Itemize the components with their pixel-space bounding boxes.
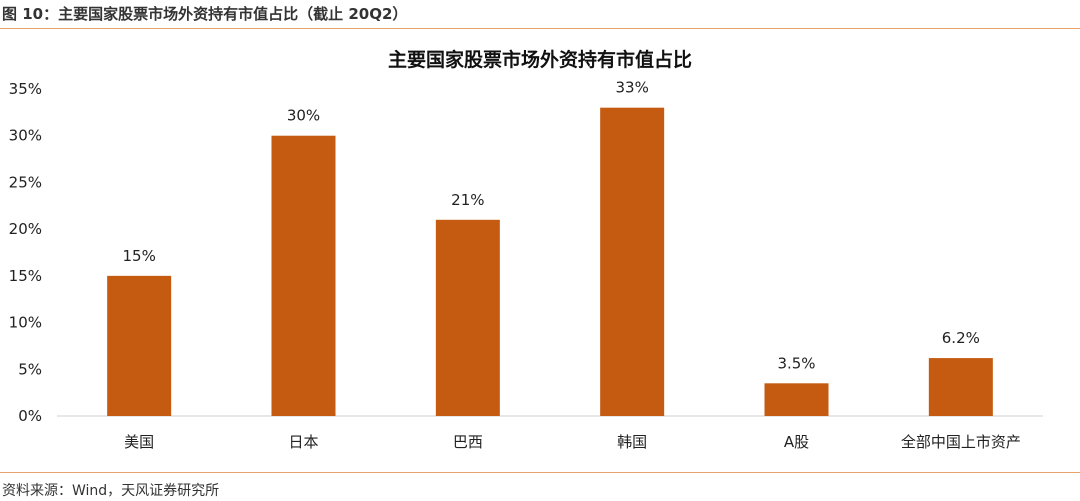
x-tick-label: A股 <box>784 433 809 451</box>
chart-title: 主要国家股票市场外资持有市值占比 <box>388 48 692 71</box>
bar <box>764 383 829 416</box>
x-axis: 美国 日本 巴西 韩国 A股 全部中国上市资产 <box>124 433 1021 451</box>
source-note: 资料来源：Wind，天风证券研究所 <box>2 483 220 499</box>
bar <box>435 219 500 416</box>
bar-chart: 主要国家股票市场外资持有市值占比 0%5%10%15%20%25%30%35% … <box>9 48 1043 451</box>
y-tick-label: 20% <box>9 220 42 238</box>
data-label: 21% <box>451 191 484 209</box>
y-axis: 0% 5% 10% 15% 20% 25% 30% 35% <box>9 80 42 425</box>
figure-caption: 图 10：主要国家股票市场外资持有市值占比（截止 20Q2） <box>2 5 408 23</box>
data-labels: 15% 30% 21% 33% 3.5% 6.2% <box>122 79 979 373</box>
bar <box>271 135 336 416</box>
y-tick-label: 0% <box>18 407 42 425</box>
x-tick-label: 美国 <box>124 433 154 451</box>
x-tick-label: 巴西 <box>453 433 483 451</box>
y-tick-label: 30% <box>9 127 42 145</box>
bottom-rule <box>0 472 1080 473</box>
x-tick-label: 韩国 <box>617 433 647 451</box>
bar <box>107 275 172 416</box>
y-tick-label: 15% <box>9 267 42 285</box>
bars <box>107 107 993 416</box>
bar <box>600 107 665 416</box>
y-tick-label: 5% <box>18 360 42 378</box>
y-tick-label: 35% <box>9 80 42 98</box>
top-rule <box>0 28 1080 29</box>
bar <box>928 358 993 416</box>
data-label: 15% <box>122 247 155 265</box>
data-label: 3.5% <box>777 354 815 372</box>
data-label: 33% <box>615 79 648 97</box>
data-label: 30% <box>287 107 320 125</box>
y-tick-label: 10% <box>9 314 42 332</box>
x-tick-label: 日本 <box>288 433 318 451</box>
y-tick-label: 25% <box>9 173 42 191</box>
data-label: 6.2% <box>942 329 980 347</box>
x-tick-label: 全部中国上市资产 <box>901 433 1021 451</box>
